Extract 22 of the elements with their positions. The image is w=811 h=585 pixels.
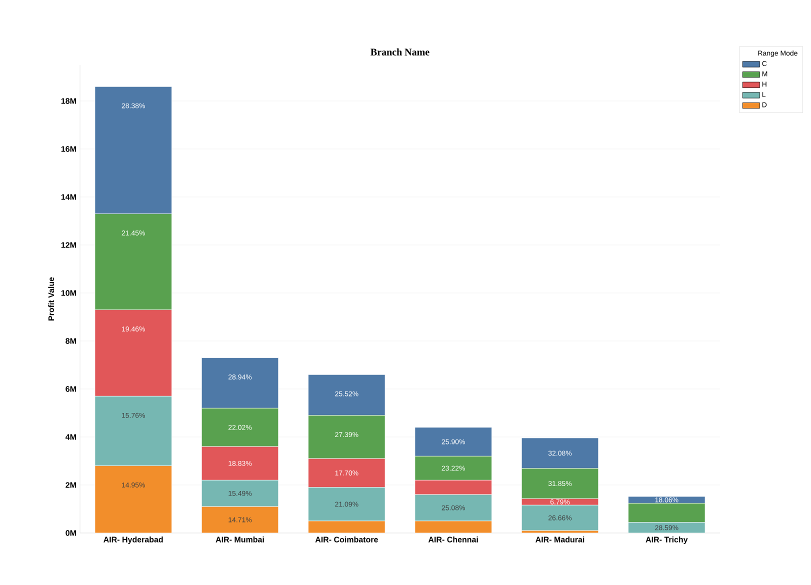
x-tick-label: AIR- Coimbatore [315, 536, 378, 542]
y-tick-label: 8M [66, 338, 76, 344]
bar [414, 520, 492, 533]
x-tick-label: AIR- Hyderabad [104, 536, 163, 544]
bar [94, 466, 172, 533]
bar [201, 506, 279, 533]
y-tick-label: 2M [66, 482, 76, 488]
y-tick-label: 10M [61, 290, 76, 296]
y-tick-label: 18M [61, 98, 76, 104]
chart-title: Branch Name [370, 48, 430, 56]
y-tick-label: 6M [66, 386, 76, 392]
y-tick-label: 4M [65, 434, 76, 440]
x-tick-label: AIR- Madurai [536, 536, 584, 542]
y-tick-label: 12M [61, 242, 76, 248]
x-tick-label: AIR- Chennai [428, 536, 478, 542]
y-axis-title: Profit Value [48, 277, 54, 320]
y-tick-label: 0M [66, 530, 76, 536]
y-tick-label: 14M [61, 194, 76, 200]
x-tick-label: AIR- Mumbai [216, 536, 264, 542]
y-tick-label: 16M [61, 146, 76, 152]
bar [308, 520, 386, 533]
x-tick-label: AIR- Trichy [646, 536, 688, 544]
